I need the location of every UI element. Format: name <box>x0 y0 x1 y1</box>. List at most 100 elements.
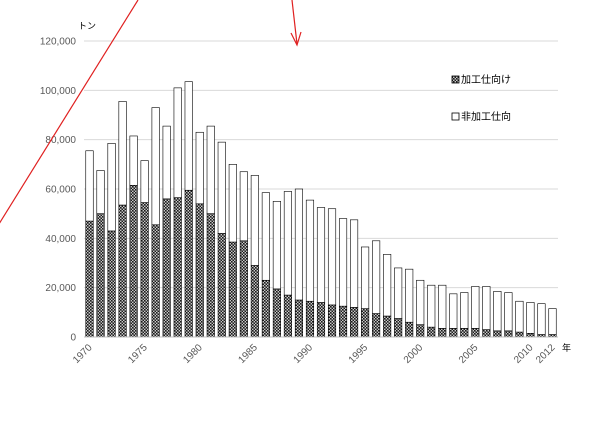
bar-nonprocessing <box>305 199 315 302</box>
bar-nonprocessing <box>217 141 226 234</box>
bar-nonprocessing <box>294 188 304 301</box>
bar-nonprocessing <box>173 87 182 198</box>
bar-processing <box>449 328 458 338</box>
bar-processing <box>129 185 138 338</box>
bar-nonprocessing <box>151 107 160 226</box>
bar-processing <box>471 328 480 338</box>
y-tick-label: 80,000 <box>45 135 76 146</box>
bar-processing <box>195 203 204 338</box>
bar-nonprocessing <box>96 170 105 214</box>
bar-nonprocessing <box>327 208 337 306</box>
bar-nonprocessing <box>537 303 546 335</box>
bar-nonprocessing <box>405 268 414 323</box>
bar-nonprocessing <box>250 175 259 266</box>
bar-processing <box>272 288 281 338</box>
bar-processing <box>482 329 491 338</box>
y-tick-label: 0 <box>70 333 76 344</box>
bar-processing <box>96 213 105 338</box>
bar-processing <box>493 330 502 338</box>
bar-processing <box>250 265 259 338</box>
x-tick-label: 1985 <box>236 342 260 366</box>
x-tick-label: 1995 <box>347 342 371 366</box>
x-tick-label: 2010 <box>512 342 536 366</box>
bar-processing <box>107 230 116 338</box>
bar-processing <box>184 189 193 338</box>
bar-processing <box>140 202 149 338</box>
bar-processing <box>162 198 171 338</box>
y-tick-label: 100,000 <box>40 86 77 97</box>
bar-processing <box>206 213 215 338</box>
bar-nonprocessing <box>350 219 359 308</box>
bar-nonprocessing <box>184 81 193 191</box>
bar-nonprocessing <box>206 125 215 214</box>
bar-processing <box>504 330 513 338</box>
bar-processing <box>327 304 337 338</box>
bar-nonprocessing <box>460 292 469 329</box>
bar-processing <box>283 294 292 338</box>
bar-nonprocessing <box>548 308 557 335</box>
y-unit-label: トン <box>78 21 96 31</box>
x-tick-label: 2005 <box>457 342 481 366</box>
bar-nonprocessing <box>195 131 204 205</box>
bar-processing <box>305 300 315 338</box>
x-tick-label: 1975 <box>126 342 150 366</box>
bar-processing <box>427 326 436 338</box>
bar-nonprocessing <box>383 254 392 317</box>
y-tick-label: 40,000 <box>45 234 76 245</box>
x-tick-label: 1970 <box>71 342 95 366</box>
bar-nonprocessing <box>504 292 513 332</box>
bar-processing <box>372 313 381 338</box>
bar-nonprocessing <box>283 191 292 296</box>
bar-nonprocessing <box>449 293 458 329</box>
legend: 加工仕向け 非加工仕向 <box>451 73 511 123</box>
bar-nonprocessing <box>338 218 348 307</box>
bar-nonprocessing <box>427 284 436 328</box>
bars <box>85 81 557 338</box>
legend-swatch-nonprocessing <box>451 112 460 121</box>
bar-nonprocessing <box>438 284 447 329</box>
bar-processing <box>151 224 160 338</box>
bar-nonprocessing <box>493 291 502 332</box>
bar-nonprocessing <box>261 192 270 281</box>
bar-processing <box>173 197 182 338</box>
annotation-arrows <box>0 0 302 224</box>
bar-nonprocessing <box>272 201 281 290</box>
legend-swatch-processing <box>451 75 460 84</box>
annotation-arrow-head <box>290 31 302 47</box>
bar-processing <box>118 204 127 338</box>
bar-nonprocessing <box>482 286 491 330</box>
x-tick-label: 2012 <box>534 342 558 366</box>
bar-processing <box>361 308 370 338</box>
bar-processing <box>383 315 392 338</box>
bar-nonprocessing <box>416 279 425 325</box>
y-tick-label: 20,000 <box>45 283 76 294</box>
bar-nonprocessing <box>140 160 149 203</box>
bar-nonprocessing <box>162 125 171 200</box>
legend-label-processing: 加工仕向け <box>461 73 511 86</box>
bar-processing <box>217 233 226 338</box>
bar-nonprocessing <box>526 302 535 334</box>
legend-label-nonprocessing: 非加工仕向 <box>461 110 511 123</box>
bar-nonprocessing <box>239 171 248 242</box>
bar-nonprocessing <box>471 286 480 329</box>
bar-nonprocessing <box>107 143 116 232</box>
annotation-arrow-line <box>291 0 298 45</box>
bar-processing <box>228 241 237 338</box>
bar-processing <box>294 299 304 338</box>
bar-nonprocessing <box>316 207 326 303</box>
bar-nonprocessing <box>85 150 94 222</box>
bar-nonprocessing <box>228 164 237 243</box>
bar-processing <box>526 332 535 338</box>
bar-processing <box>338 305 348 338</box>
bar-processing <box>515 331 524 338</box>
bar-processing <box>416 324 425 338</box>
bar-processing <box>438 328 447 338</box>
x-tick-label: 1980 <box>181 342 205 366</box>
bar-processing <box>85 220 94 338</box>
bar-nonprocessing <box>361 246 370 309</box>
x-unit-label: 年 <box>562 342 571 353</box>
bar-nonprocessing <box>372 240 381 314</box>
bar-nonprocessing <box>129 135 138 186</box>
bar-processing <box>261 279 270 338</box>
